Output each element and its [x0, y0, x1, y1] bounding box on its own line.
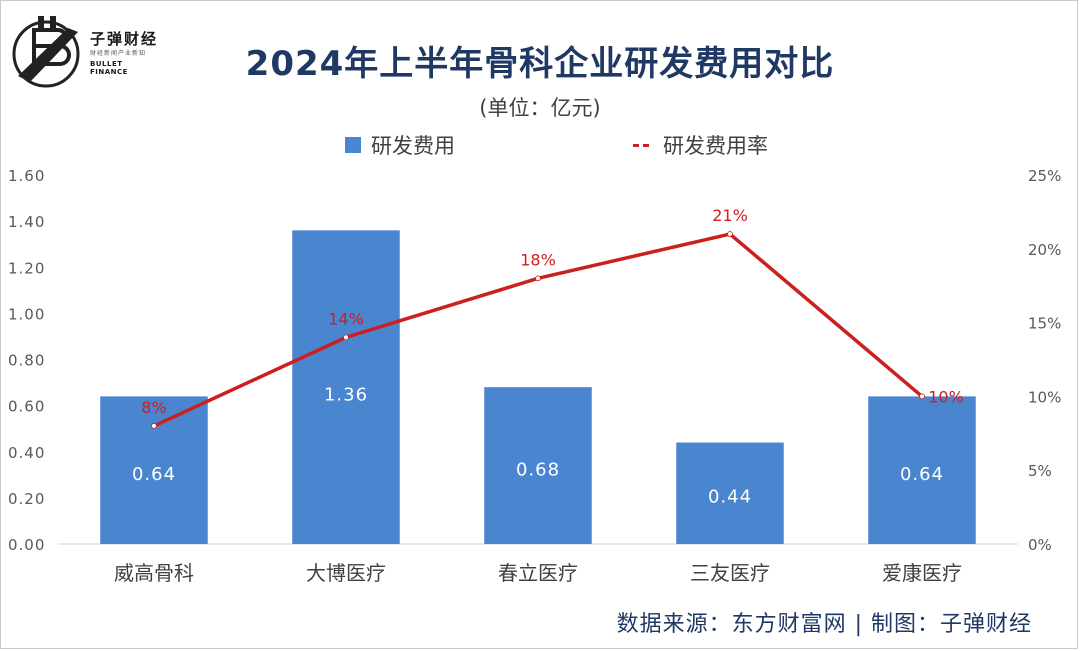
- bar-value-label: 1.36: [324, 384, 368, 405]
- x-tick-label: 爱康医疗: [882, 561, 962, 585]
- brand-tagline: 财经新闻产业新知: [90, 50, 147, 57]
- line-value-label: 18%: [520, 250, 556, 269]
- line-value-label: 10%: [928, 387, 964, 406]
- y-left-tick-label: 1.00: [8, 305, 45, 323]
- brand-name-en: BULLET FINANCE: [90, 60, 128, 76]
- y-right-tick-label: 25%: [1028, 167, 1061, 185]
- legend-item-line: 研发费用率: [633, 130, 768, 160]
- x-tick-label: 威高骨科: [114, 561, 194, 585]
- legend-line-label: 研发费用率: [663, 134, 768, 158]
- chart-title: 2024年上半年骨科企业研发费用对比: [245, 44, 835, 84]
- bar: [484, 387, 592, 544]
- y-left-tick-label: 0.00: [8, 536, 45, 554]
- bar: [292, 230, 400, 544]
- line-value-label: 8%: [141, 398, 166, 417]
- legend-item-bar: 研发费用: [345, 130, 455, 160]
- bar-value-label: 0.64: [900, 464, 944, 485]
- brand-name-cn: 子弹财经: [90, 30, 159, 48]
- y-left-tick-label: 0.40: [8, 444, 45, 462]
- line-value-label: 21%: [712, 206, 748, 225]
- line-point: [919, 393, 925, 400]
- bar: [868, 396, 976, 544]
- bar-value-label: 0.68: [516, 460, 560, 481]
- y-left-tick-label: 0.80: [8, 352, 45, 370]
- line-value-label: 14%: [328, 309, 364, 328]
- bar-value-label: 0.64: [132, 464, 176, 485]
- y-left-tick-label: 1.40: [8, 213, 45, 231]
- bar-value-label: 0.44: [708, 486, 752, 507]
- legend-bar-swatch: [345, 137, 361, 153]
- chart-subtitle: (单位：亿元): [479, 96, 601, 120]
- y-right-tick-label: 20%: [1028, 241, 1061, 259]
- bullet-logo-icon: [12, 16, 80, 88]
- line-point: [535, 275, 541, 282]
- y-left-tick-label: 1.60: [8, 167, 45, 185]
- bar: [676, 442, 784, 544]
- y-right-tick-label: 5%: [1028, 462, 1052, 480]
- bar: [100, 396, 208, 544]
- legend-bar-label: 研发费用: [371, 134, 455, 158]
- y-right-tick-label: 10%: [1028, 388, 1061, 406]
- source-note: 数据来源：东方财富网 | 制图：子弹财经: [616, 612, 1032, 637]
- y-right-tick-label: 15%: [1028, 315, 1061, 333]
- y-left-tick-label: 1.20: [8, 259, 45, 277]
- legend-line-swatch: [633, 143, 653, 147]
- line-point: [727, 231, 733, 237]
- chart-legend: 研发费用 研发费用率: [0, 130, 1080, 160]
- x-tick-label: 春立医疗: [498, 561, 578, 585]
- line-point: [151, 423, 157, 429]
- y-right-tick-label: 0%: [1028, 536, 1052, 554]
- x-tick-label: 三友医疗: [690, 561, 770, 585]
- y-left-tick-label: 0.20: [8, 490, 45, 508]
- brand-logo: 子弹财经 财经新闻产业新知 BULLET FINANCE: [8, 10, 158, 92]
- line-point: [343, 334, 349, 341]
- x-tick-label: 大博医疗: [306, 561, 386, 585]
- y-left-tick-label: 0.60: [8, 398, 45, 416]
